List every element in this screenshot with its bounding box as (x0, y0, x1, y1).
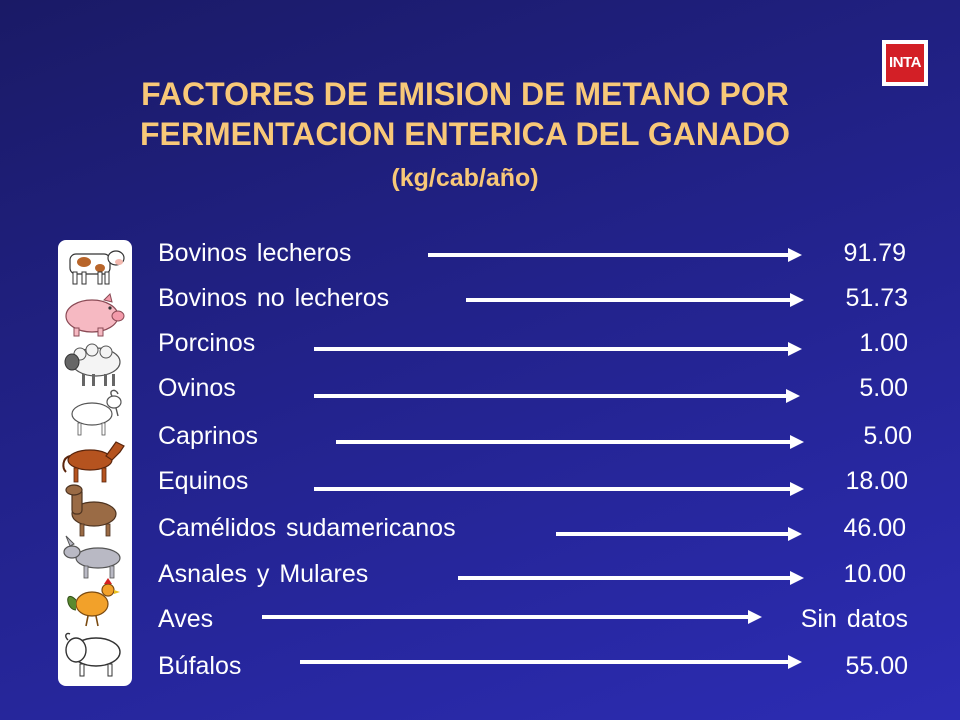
rooster-icon (67, 578, 120, 627)
row-value: 91.79 (843, 239, 906, 267)
row-label: Aves (158, 605, 214, 633)
arrow-icon (466, 293, 804, 307)
emission-row-bovinos-lecheros: Bovinos lecheros 91.79 (158, 237, 918, 283)
emission-row-bufalos: Búfalos 55.00 (158, 650, 918, 696)
arrow-icon (336, 435, 804, 449)
arrow-icon (458, 571, 804, 585)
row-value: 10.00 (843, 560, 906, 588)
arrow-icon (428, 248, 802, 262)
row-value: 46.00 (843, 514, 906, 542)
emission-row-bovinos-no-lecheros: Bovinos no lecheros 51.73 (158, 282, 918, 328)
arrow-icon (556, 527, 802, 541)
row-label: Bovinos no lecheros (158, 284, 390, 312)
goat-icon (71, 389, 122, 436)
llama-icon (65, 484, 117, 537)
row-value: 18.00 (845, 467, 908, 495)
pig-icon (65, 293, 125, 337)
row-label: Búfalos (158, 652, 242, 680)
row-label: Bovinos lecheros (158, 239, 352, 267)
donkey-icon (63, 535, 121, 579)
row-value: Sin datos (800, 605, 908, 633)
row-label: Porcinos (158, 329, 256, 357)
emission-row-asnales-mulares: Asnales y Mulares 10.00 (158, 558, 918, 604)
title-line-1: FACTORES DE EMISION DE METANO POR (141, 76, 789, 112)
inta-logo: INTA (882, 40, 928, 86)
buffalo-icon (65, 632, 121, 677)
emission-row-ovinos: Ovinos 5.00 (158, 372, 918, 418)
arrow-icon (314, 342, 802, 356)
emission-row-equinos: Equinos 18.00 (158, 465, 918, 511)
arrow-icon (314, 482, 804, 496)
row-value: 51.73 (845, 284, 908, 312)
cow-icon (69, 250, 125, 285)
row-value: 5.00 (859, 374, 908, 402)
row-value: 5.00 (863, 422, 912, 450)
arrow-icon (262, 610, 762, 624)
arrow-icon (314, 389, 800, 403)
arrow-icon (300, 655, 802, 669)
row-value: 55.00 (845, 652, 908, 680)
emission-row-porcinos: Porcinos 1.00 (158, 327, 918, 373)
title-line-2: FERMENTACION ENTERICA DEL GANADO (139, 116, 791, 152)
row-label: Caprinos (158, 422, 259, 450)
title-units: (kg/cab/año) (391, 164, 539, 192)
horse-icon (62, 441, 125, 483)
emission-row-caprinos: Caprinos 5.00 (158, 420, 918, 466)
inta-logo-text: INTA (886, 44, 924, 82)
row-label: Equinos (158, 467, 249, 495)
sheep-icon (64, 343, 121, 386)
animal-illustrations-panel (58, 240, 132, 686)
row-label: Ovinos (158, 374, 236, 402)
row-value: 1.00 (859, 329, 908, 357)
emission-row-aves: Aves Sin datos (158, 603, 918, 649)
row-label: Asnales y Mulares (158, 560, 369, 588)
row-label: Camélidos sudamericanos (158, 514, 456, 542)
emission-row-camelidos: Camélidos sudamericanos 46.00 (158, 512, 918, 558)
